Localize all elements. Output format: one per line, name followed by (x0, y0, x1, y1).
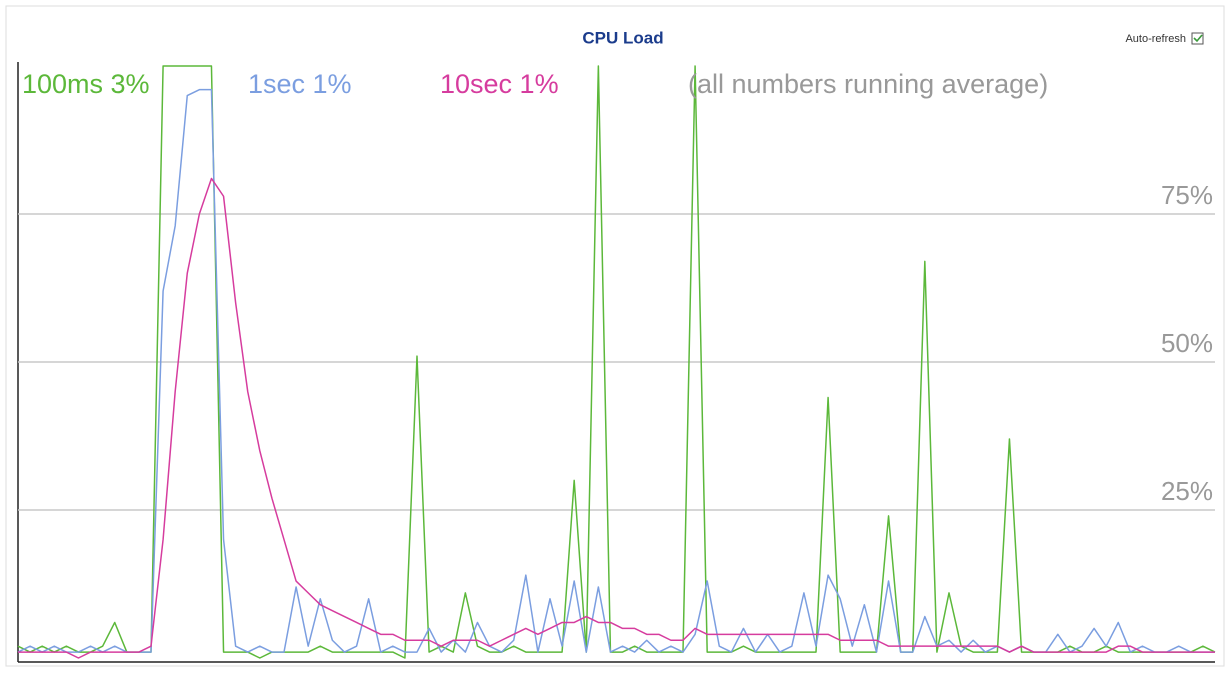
y-tick-label: 75% (1161, 180, 1213, 210)
series-line (17, 65, 1216, 659)
annotation: (all numbers running average) (688, 69, 1048, 99)
legend-label: 100ms 3% (22, 69, 150, 99)
legend-label: 1sec 1% (248, 69, 352, 99)
y-tick-label: 25% (1161, 476, 1213, 506)
frame (5, 5, 1225, 667)
y-tick-label: 50% (1161, 328, 1213, 358)
legend-label: 10sec 1% (440, 69, 559, 99)
series-line (18, 177, 1215, 659)
chart-title: CPU Load (582, 28, 663, 47)
auto-refresh-label[interactable]: Auto-refresh (1125, 33, 1186, 45)
auto-refresh-checkbox[interactable] (1191, 32, 1204, 45)
